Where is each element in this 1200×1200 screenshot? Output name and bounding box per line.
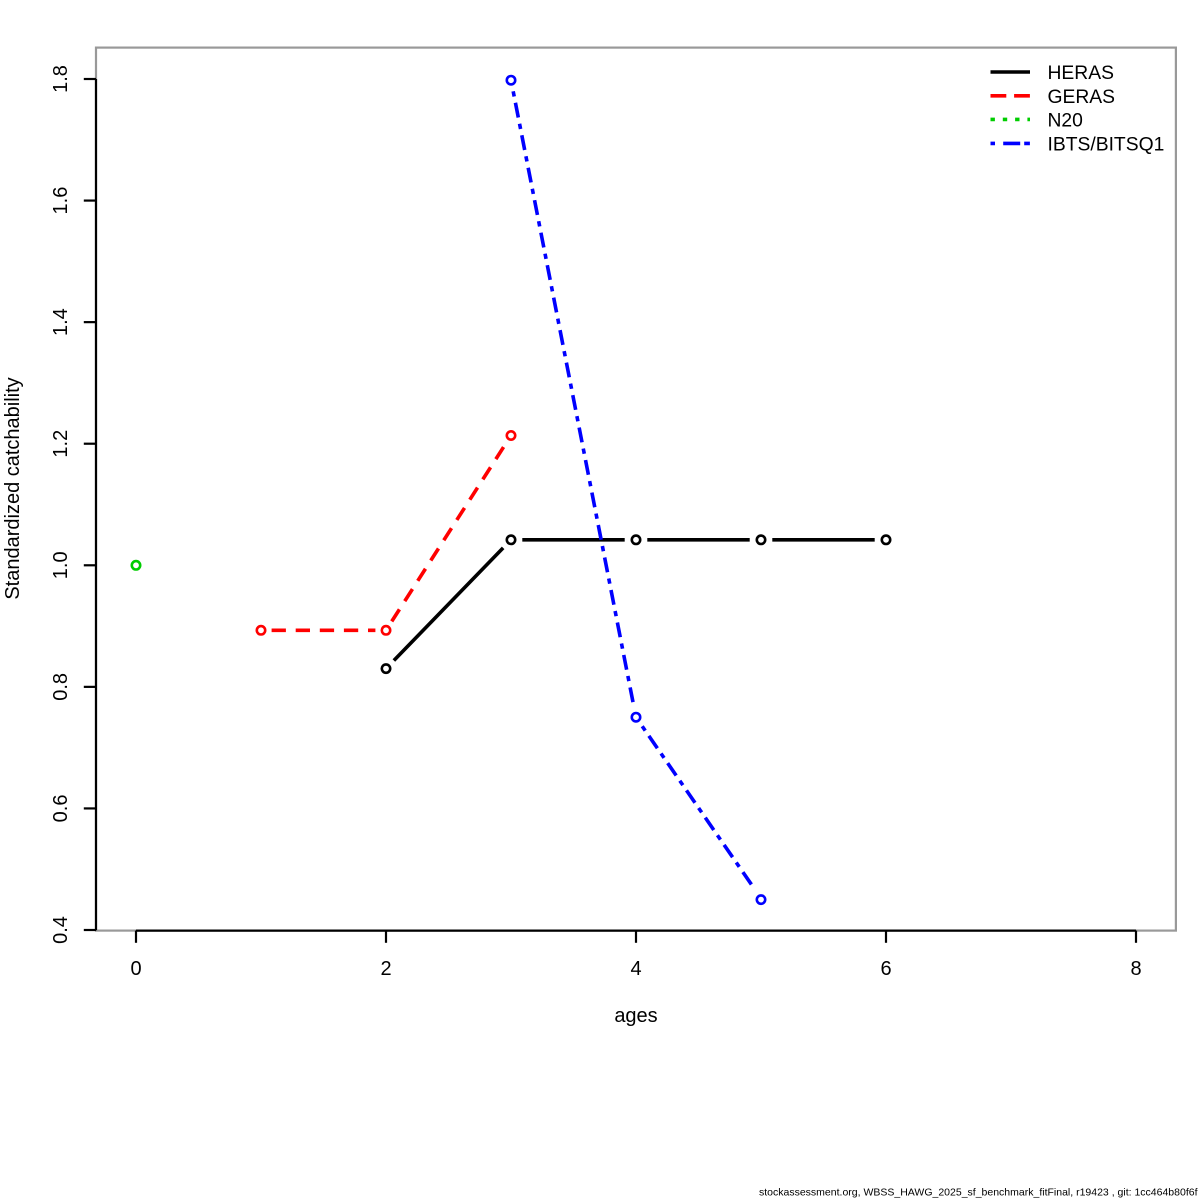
svg-text:0.6: 0.6 [50, 795, 72, 823]
svg-text:N20: N20 [1048, 110, 1083, 131]
svg-text:GERAS: GERAS [1048, 87, 1116, 108]
svg-text:ages: ages [614, 1005, 657, 1027]
svg-text:8: 8 [1130, 958, 1141, 980]
svg-text:0.4: 0.4 [50, 916, 72, 944]
svg-text:0: 0 [130, 958, 141, 980]
svg-text:4: 4 [630, 958, 641, 980]
svg-text:IBTS/BITSQ1: IBTS/BITSQ1 [1048, 134, 1165, 155]
svg-text:0.8: 0.8 [50, 673, 72, 701]
svg-text:Standardized catchability: Standardized catchability [2, 377, 24, 599]
svg-text:6: 6 [880, 958, 891, 980]
svg-text:1.6: 1.6 [50, 187, 72, 215]
svg-text:1.0: 1.0 [50, 551, 72, 579]
svg-text:1.8: 1.8 [50, 65, 72, 93]
svg-text:1.2: 1.2 [50, 430, 72, 458]
svg-text:HERAS: HERAS [1048, 63, 1114, 84]
svg-text:stockassessment.org, WBSS_HAWG: stockassessment.org, WBSS_HAWG_2025_sf_b… [759, 1187, 1198, 1199]
svg-text:1.4: 1.4 [50, 308, 72, 336]
svg-text:2: 2 [380, 958, 391, 980]
